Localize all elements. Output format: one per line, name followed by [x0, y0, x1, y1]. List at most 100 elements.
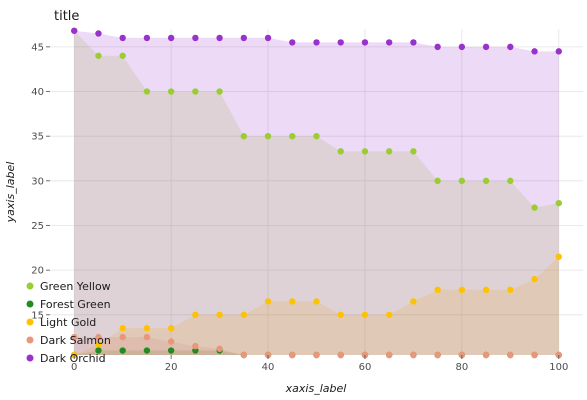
legend-label: Forest Green — [40, 298, 111, 311]
legend-marker — [26, 282, 34, 290]
data-point — [385, 39, 393, 46]
data-point — [361, 311, 369, 319]
data-point — [458, 177, 466, 185]
data-point — [507, 351, 514, 359]
data-point — [216, 88, 223, 95]
legend: Green Yellow Forest Green Light Gold Dark S… — [26, 280, 111, 365]
data-point — [167, 347, 175, 354]
data-point — [264, 298, 272, 305]
data-point — [385, 351, 393, 359]
data-point — [410, 298, 417, 305]
series-area — [74, 30, 559, 355]
data-point — [289, 351, 296, 359]
data-point — [337, 39, 344, 46]
data-point — [192, 88, 199, 95]
y-tick-label: 25 — [31, 221, 44, 232]
legend-label: Dark Orchid — [40, 352, 106, 365]
data-point — [95, 30, 102, 37]
data-point — [434, 351, 441, 359]
data-point — [95, 333, 102, 341]
data-point — [143, 88, 151, 95]
data-point — [482, 351, 490, 359]
data-point — [337, 148, 344, 155]
data-point — [216, 311, 223, 319]
x-tick-label: 80 — [455, 362, 468, 373]
data-point — [289, 298, 296, 305]
x-tick-label: 60 — [359, 362, 372, 373]
data-point — [313, 351, 320, 359]
data-point — [313, 298, 320, 305]
data-point — [507, 43, 514, 51]
data-point — [71, 333, 78, 341]
data-point — [434, 177, 441, 185]
data-point — [289, 39, 296, 46]
data-point — [95, 341, 102, 348]
data-point — [507, 286, 514, 293]
data-point — [555, 199, 562, 207]
legend-marker — [26, 318, 34, 326]
data-point — [458, 286, 466, 293]
legend-marker — [26, 300, 34, 308]
data-point — [264, 34, 272, 42]
data-point — [119, 347, 126, 354]
x-tick-label: 0 — [71, 362, 77, 373]
data-point — [434, 286, 441, 293]
data-point — [555, 253, 562, 260]
x-axis-title: xaxis_label — [285, 382, 347, 395]
data-point — [531, 48, 538, 55]
data-point — [555, 48, 562, 55]
data-point — [531, 204, 538, 211]
y-axis-title: yaxis_label — [4, 162, 17, 224]
y-tick-label: 30 — [31, 176, 44, 187]
data-point — [95, 347, 102, 354]
data-point — [119, 52, 126, 59]
y-tick-label: 45 — [31, 42, 44, 53]
data-point — [216, 34, 223, 42]
y-tick-label: 15 — [31, 310, 44, 321]
data-point — [192, 342, 199, 350]
data-point — [167, 338, 175, 345]
data-point — [385, 148, 393, 155]
data-point — [240, 351, 248, 359]
y-tick-label: 40 — [31, 87, 44, 98]
data-point — [482, 177, 490, 185]
data-point — [119, 333, 126, 341]
data-point — [531, 351, 538, 359]
data-point — [482, 43, 490, 51]
data-point — [192, 347, 199, 354]
y-axis: 15 20 25 30 35 40 45 — [31, 42, 50, 321]
data-point — [264, 132, 272, 140]
data-point — [337, 311, 344, 319]
x-tick-label: 20 — [165, 362, 178, 373]
data-point — [143, 333, 151, 341]
data-point — [313, 132, 320, 140]
data-point — [410, 148, 417, 155]
data-point — [313, 39, 320, 46]
data-point — [95, 52, 102, 59]
legend-marker — [26, 336, 34, 344]
data-point — [434, 43, 441, 51]
y-tick-label: 20 — [31, 266, 44, 277]
legend-label: Dark Salmon — [40, 334, 111, 347]
data-point — [361, 39, 369, 46]
data-point — [71, 27, 78, 34]
data-point — [482, 286, 490, 293]
data-point — [192, 34, 199, 42]
data-point — [289, 132, 296, 140]
data-point — [410, 351, 417, 359]
data-point — [192, 311, 199, 319]
data-point — [240, 132, 248, 140]
data-point — [410, 39, 417, 46]
data-point — [143, 34, 151, 42]
legend-marker — [26, 354, 34, 362]
data-point — [240, 311, 248, 319]
data-point — [119, 325, 126, 332]
data-point — [361, 148, 369, 155]
data-point — [143, 347, 151, 354]
legend-label: Green Yellow — [40, 280, 111, 293]
x-axis: 0 20 40 60 80 100 — [71, 355, 568, 373]
x-tick-label: 100 — [549, 362, 568, 373]
data-point — [458, 43, 466, 51]
chart-title: title — [54, 9, 79, 24]
